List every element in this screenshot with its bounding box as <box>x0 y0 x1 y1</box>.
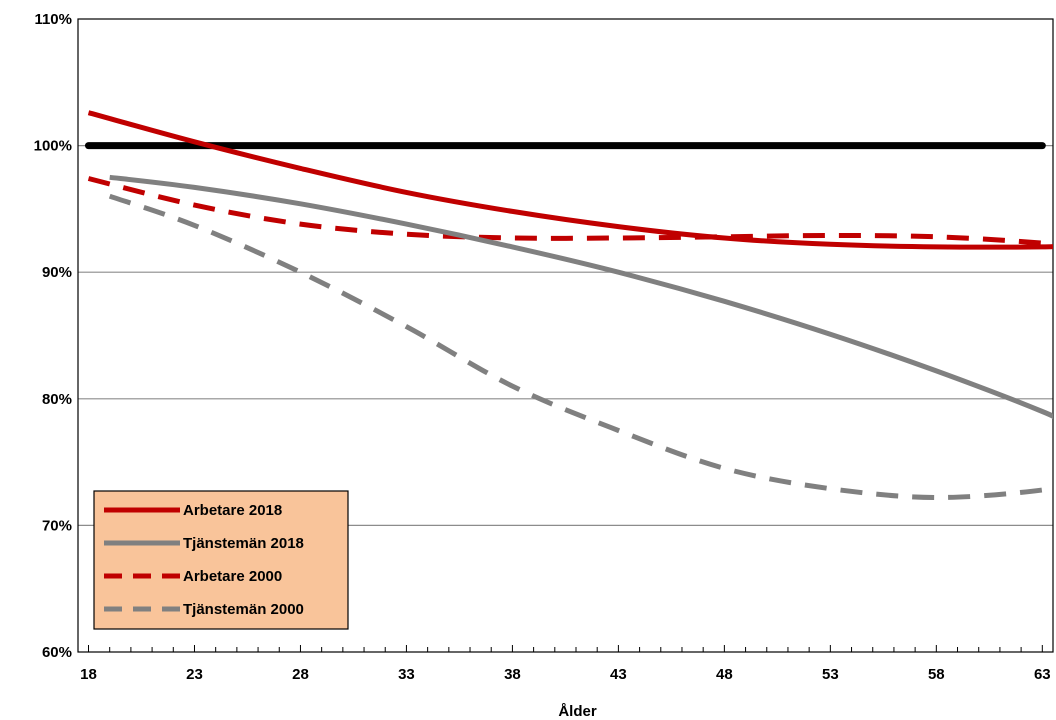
x-tick-label: 18 <box>80 666 97 683</box>
x-tick-label: 58 <box>928 666 945 683</box>
series-line-tj-nstem-n-2000 <box>108 193 1053 501</box>
legend-box <box>93 490 349 630</box>
y-tick-label: 60% <box>42 644 72 661</box>
y-tick-label: 110% <box>34 11 72 28</box>
legend-label: Arbetare 2000 <box>183 568 282 585</box>
legend-label: Arbetare 2018 <box>183 502 282 519</box>
x-tick-label: 48 <box>716 666 733 683</box>
y-tick-label: 80% <box>42 391 72 408</box>
y-tick-label: 70% <box>42 517 72 534</box>
series-line-arbetare-2018 <box>87 110 1053 250</box>
y-tick-label: 90% <box>42 264 72 281</box>
y-tick-label: 100% <box>34 138 72 155</box>
x-axis-ticks <box>88 645 1043 652</box>
x-tick-label: 28 <box>292 666 309 683</box>
y-axis-tick-labels: 60% 70% 80% 90% 100% 110% <box>34 11 72 661</box>
x-axis-title: Ålder <box>558 703 597 720</box>
x-axis-tick-labels: 18 23 28 33 38 43 48 53 58 63 <box>80 666 1050 683</box>
series-line-tj-nstem-n-2018 <box>109 174 1053 419</box>
legend-items: Arbetare 2018 Tjänstemän 2018 Arbetare 200… <box>104 502 304 618</box>
x-tick-label: 63 <box>1034 666 1051 683</box>
legend: Arbetare 2018 Tjänstemän 2018 Arbetare 200… <box>93 490 349 630</box>
x-tick-label: 38 <box>504 666 521 683</box>
x-tick-label: 53 <box>822 666 839 683</box>
x-tick-label: 43 <box>610 666 627 683</box>
series-line-arbetare-2000 <box>87 176 1053 247</box>
series-layer <box>87 110 1053 501</box>
legend-label: Tjänstemän 2000 <box>183 601 304 618</box>
x-tick-label: 23 <box>186 666 203 683</box>
x-tick-label: 33 <box>398 666 415 683</box>
plot-area <box>77 18 1054 653</box>
gridlines <box>78 145 1053 527</box>
legend-label: Tjänstemän 2018 <box>183 535 304 552</box>
